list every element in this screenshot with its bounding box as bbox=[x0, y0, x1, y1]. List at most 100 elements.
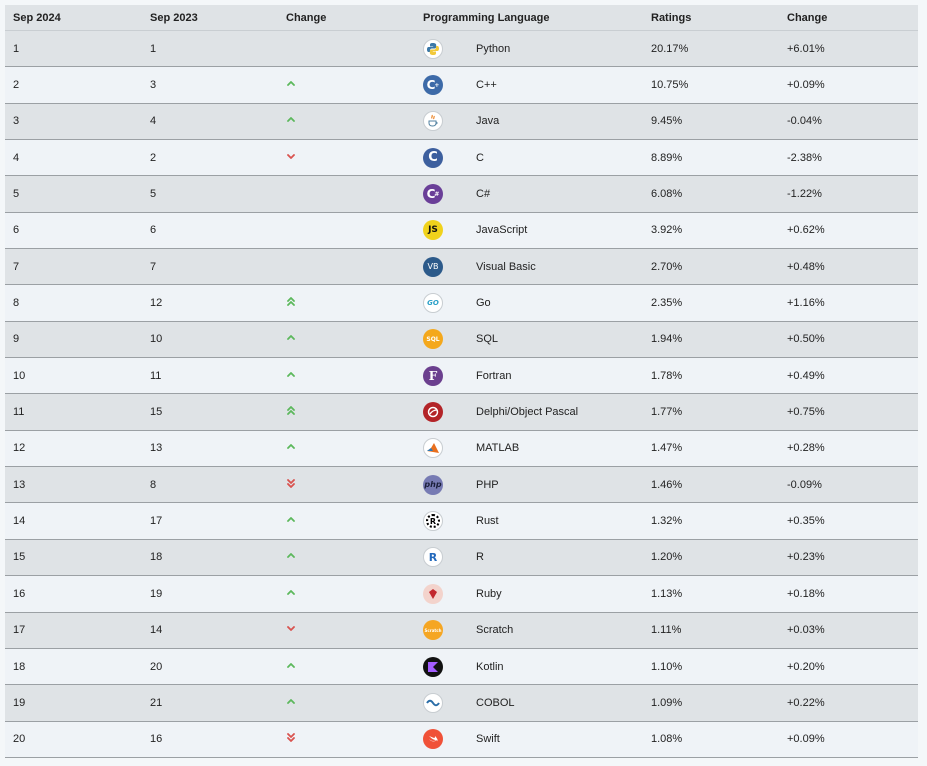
table-row: 1 1 Python 20.17% +6.01% bbox=[5, 30, 918, 68]
previous-rank: 7 bbox=[142, 248, 278, 286]
current-rank: 18 bbox=[5, 648, 142, 686]
rank-change bbox=[278, 575, 415, 613]
language-name[interactable]: Java bbox=[476, 115, 500, 128]
rating-change: +6.01% bbox=[779, 30, 918, 68]
rank-down-icon bbox=[287, 152, 295, 161]
language-name[interactable]: C++ bbox=[476, 79, 497, 92]
table-row: 6 6 JS JavaScript 3.92% +0.62% bbox=[5, 212, 918, 250]
rank-change bbox=[278, 284, 415, 322]
rank-up-icon bbox=[287, 588, 295, 597]
rating: 1.94% bbox=[643, 321, 779, 359]
language-name[interactable]: COBOL bbox=[476, 696, 515, 709]
rank-change bbox=[278, 321, 415, 359]
fortran-logo-icon: F bbox=[423, 365, 476, 386]
language-name[interactable]: R bbox=[476, 551, 484, 564]
rank-down-double-icon bbox=[287, 733, 295, 743]
rank-up-icon bbox=[287, 79, 295, 88]
language-name[interactable]: MATLAB bbox=[476, 442, 520, 455]
swift-logo-icon bbox=[423, 729, 476, 750]
rating-change: +0.18% bbox=[779, 575, 918, 613]
language-name[interactable]: C# bbox=[476, 188, 491, 201]
table-header: Sep 2024 Sep 2023 Change Programming Lan… bbox=[5, 5, 918, 31]
current-rank: 10 bbox=[5, 357, 142, 395]
rating: 1.10% bbox=[643, 648, 779, 686]
language-name[interactable]: SQL bbox=[476, 333, 499, 346]
visual-basic-logo-icon: VB bbox=[423, 256, 476, 277]
language-name[interactable]: Swift bbox=[476, 733, 500, 746]
language-name[interactable]: Scratch bbox=[476, 624, 514, 637]
language-name[interactable]: C bbox=[476, 151, 484, 164]
table-row: 16 19 Ruby 1.13% +0.18% bbox=[5, 575, 918, 613]
php-logo-icon: php bbox=[423, 474, 476, 495]
header-ratings[interactable]: Ratings bbox=[643, 5, 779, 31]
rank-change bbox=[278, 539, 415, 577]
rank-up-icon bbox=[287, 333, 295, 342]
rating-change: -0.04% bbox=[779, 103, 918, 141]
previous-rank: 18 bbox=[142, 539, 278, 577]
current-rank: 20 bbox=[5, 721, 142, 758]
table-row: 4 2 C C 8.89% -2.38% bbox=[5, 139, 918, 177]
rating-change: +0.23% bbox=[779, 539, 918, 577]
rating-change: +0.28% bbox=[779, 430, 918, 468]
table-row: 11 15 Delphi/Object Pascal 1.77% +0.75% bbox=[5, 393, 918, 431]
table-row: 10 11 F Fortran 1.78% +0.49% bbox=[5, 357, 918, 395]
rank-change bbox=[278, 684, 415, 722]
rating: 10.75% bbox=[643, 66, 779, 104]
header-programming-language[interactable]: Programming Language bbox=[415, 5, 643, 31]
language-name[interactable]: JavaScript bbox=[476, 224, 528, 237]
rating-change: +0.22% bbox=[779, 684, 918, 722]
rank-change bbox=[278, 357, 415, 395]
language-name[interactable]: Visual Basic bbox=[476, 260, 536, 273]
header-previous-rank[interactable]: Sep 2023 bbox=[142, 5, 278, 31]
header-rank-change[interactable]: Change bbox=[278, 5, 415, 31]
current-rank: 12 bbox=[5, 430, 142, 468]
previous-rank: 11 bbox=[142, 357, 278, 395]
rating: 1.77% bbox=[643, 393, 779, 431]
language-name[interactable]: Delphi/Object Pascal bbox=[476, 406, 579, 419]
header-current-rank[interactable]: Sep 2024 bbox=[5, 5, 142, 31]
table-row: 20 16 Swift 1.08% +0.09% bbox=[5, 721, 918, 758]
rating: 1.78% bbox=[643, 357, 779, 395]
rank-up-icon bbox=[287, 661, 295, 670]
javascript-logo-icon: JS bbox=[423, 220, 476, 241]
language-name[interactable]: PHP bbox=[476, 478, 499, 491]
kotlin-logo-icon bbox=[423, 656, 476, 677]
rating-change: +0.62% bbox=[779, 212, 918, 250]
table-row: 18 20 Kotlin 1.10% +0.20% bbox=[5, 648, 918, 686]
previous-rank: 8 bbox=[142, 466, 278, 504]
rating: 1.20% bbox=[643, 539, 779, 577]
rating-change: -2.38% bbox=[779, 139, 918, 177]
rank-up-double-icon bbox=[287, 406, 295, 416]
rank-change bbox=[278, 466, 415, 504]
table-row: 13 8 php PHP 1.46% -0.09% bbox=[5, 466, 918, 504]
language-cell: Java bbox=[415, 103, 643, 141]
delphi-logo-icon bbox=[423, 402, 476, 423]
rank-change bbox=[278, 430, 415, 468]
table-row: 17 14 Scratch Scratch 1.11% +0.03% bbox=[5, 612, 918, 649]
matlab-logo-icon bbox=[423, 438, 476, 459]
previous-rank: 21 bbox=[142, 684, 278, 722]
language-cell: MATLAB bbox=[415, 430, 643, 468]
language-name[interactable]: Go bbox=[476, 297, 491, 310]
language-name[interactable]: Rust bbox=[476, 515, 499, 528]
language-name[interactable]: Ruby bbox=[476, 587, 502, 600]
rank-up-icon bbox=[287, 551, 295, 560]
previous-rank: 2 bbox=[142, 139, 278, 177]
rank-change bbox=[278, 139, 415, 177]
rank-change bbox=[278, 30, 415, 68]
rank-change bbox=[278, 103, 415, 141]
previous-rank: 13 bbox=[142, 430, 278, 468]
header-ratings-change[interactable]: Change bbox=[779, 5, 918, 31]
language-cell: F Fortran bbox=[415, 357, 643, 395]
current-rank: 11 bbox=[5, 393, 142, 431]
previous-rank: 15 bbox=[142, 393, 278, 431]
language-cell: SQL SQL bbox=[415, 321, 643, 359]
language-cell: COBOL bbox=[415, 684, 643, 722]
table-row: 3 4 Java 9.45% -0.04% bbox=[5, 103, 918, 141]
language-name[interactable]: Kotlin bbox=[476, 660, 504, 673]
current-rank: 8 bbox=[5, 284, 142, 322]
language-name[interactable]: Fortran bbox=[476, 369, 512, 382]
language-name[interactable]: Python bbox=[476, 42, 511, 55]
rank-change bbox=[278, 721, 415, 758]
